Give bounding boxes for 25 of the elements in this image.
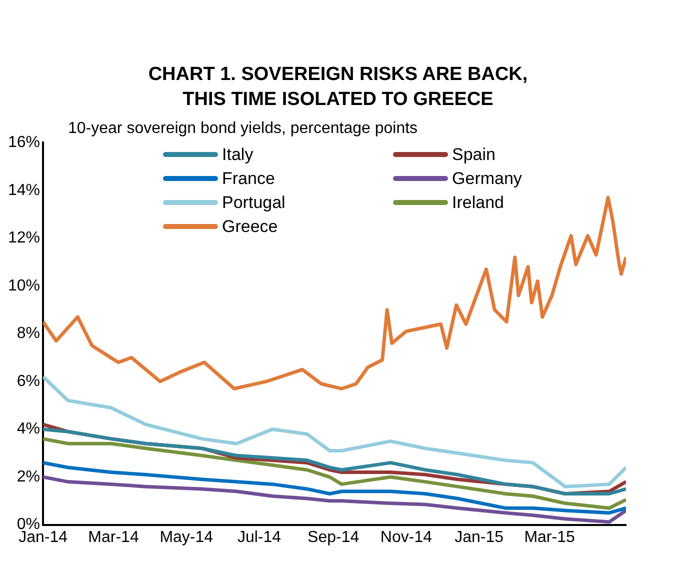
y-axis-title: 10-year sovereign bond yields, percentage points bbox=[68, 120, 418, 138]
legend-label: Greece bbox=[222, 216, 278, 237]
y-tick-label: 2% bbox=[16, 468, 40, 486]
y-tick-label: 10% bbox=[8, 277, 40, 294]
x-tick-label: Mar-14 bbox=[88, 528, 139, 546]
chart-title: CHART 1. SOVEREIGN RISKS ARE BACK, THIS TIME ISOLATED TO GREECE bbox=[147, 63, 529, 112]
x-tick-label: Sep-14 bbox=[308, 528, 360, 546]
legend-label: Germany bbox=[452, 168, 522, 189]
x-tick-label: Nov-14 bbox=[380, 528, 432, 546]
legend-label: Spain bbox=[452, 144, 496, 165]
x-tick-label: Jul-14 bbox=[237, 528, 282, 546]
legend-label: France bbox=[222, 168, 275, 189]
legend-label: Ireland bbox=[452, 192, 504, 213]
y-tick-label: 16% bbox=[8, 134, 40, 152]
y-tick-label: 14% bbox=[8, 182, 40, 199]
x-tick-label: Mar-15 bbox=[524, 528, 575, 546]
y-tick-label: 12% bbox=[8, 230, 40, 247]
y-tick-label: 6% bbox=[16, 372, 40, 390]
legend-label: Portugal bbox=[222, 192, 286, 213]
x-tick-label: Jan-15 bbox=[454, 528, 504, 546]
legend-label: Italy bbox=[222, 144, 254, 165]
y-tick-label: 4% bbox=[16, 420, 40, 438]
y-tick-label: 8% bbox=[16, 325, 40, 342]
x-tick-label: Jan-14 bbox=[18, 528, 68, 546]
x-tick-label: May-14 bbox=[160, 528, 214, 546]
